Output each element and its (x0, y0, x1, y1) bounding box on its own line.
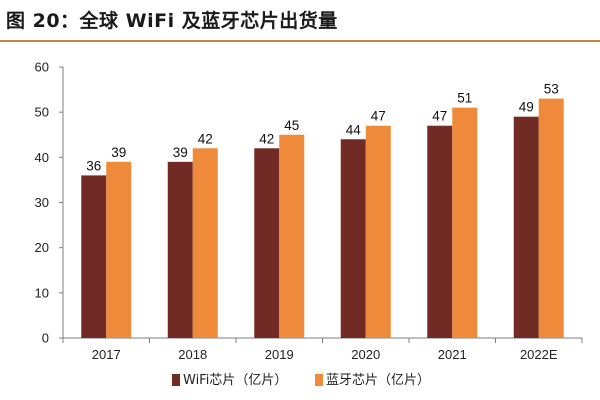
bar-series-1 (340, 139, 366, 338)
bar-series-1 (513, 116, 539, 338)
bar-series-1 (254, 148, 280, 338)
title-divider (0, 40, 600, 42)
x-tick-label: 2022E (520, 347, 558, 362)
data-label: 42 (198, 131, 213, 146)
bar-series-2 (365, 125, 391, 338)
data-label: 49 (519, 100, 534, 115)
bar-series-2 (106, 161, 132, 338)
data-label: 44 (346, 122, 362, 137)
data-label: 39 (173, 145, 188, 160)
y-tick-label: 30 (35, 195, 49, 210)
x-tick-label: 2017 (92, 347, 121, 362)
x-tick-label: 2020 (351, 347, 380, 362)
legend-label: 蓝牙芯片（亿片） (326, 373, 430, 388)
bar-series-2 (538, 98, 564, 338)
bar-series-2 (192, 148, 218, 338)
data-label: 47 (371, 109, 386, 124)
data-label: 45 (284, 118, 299, 133)
data-label: 51 (457, 91, 472, 106)
legend-label: WiFi芯片（亿片） (183, 373, 287, 388)
bar-series-1 (427, 125, 453, 338)
y-tick-label: 50 (35, 105, 49, 120)
legend: WiFi芯片（亿片） 蓝牙芯片（亿片） (172, 373, 430, 388)
y-tick-label: 60 (35, 60, 49, 75)
bar-series-1 (81, 175, 107, 338)
y-tick-label: 0 (42, 331, 49, 346)
y-tick-label: 40 (35, 150, 49, 165)
bar-series-2 (279, 134, 305, 338)
legend-swatch (315, 374, 323, 386)
bar-series-2 (452, 107, 478, 339)
data-label: 39 (111, 145, 126, 160)
y-tick-label: 10 (35, 285, 49, 300)
axes: 0 10 20 30 40 50 60 2017 2018 2019 2020 2021 2022E (35, 60, 583, 362)
data-label: 47 (432, 109, 447, 124)
x-tick-label: 2019 (265, 347, 294, 362)
chart-title: 图 20：全球 WiFi 及蓝牙芯片出货量 (6, 10, 338, 32)
y-tick-label: 20 (35, 240, 49, 255)
data-label: 36 (86, 158, 101, 173)
x-tick-label: 2018 (178, 347, 207, 362)
legend-swatch (172, 374, 180, 386)
data-labels: 36 39 42 44 47 49 39 42 45 47 51 53 (86, 82, 559, 174)
x-tick-label: 2021 (438, 347, 467, 362)
bars (81, 98, 564, 339)
data-label: 42 (259, 131, 274, 146)
data-label: 53 (544, 82, 559, 97)
bar-series-1 (167, 161, 193, 338)
